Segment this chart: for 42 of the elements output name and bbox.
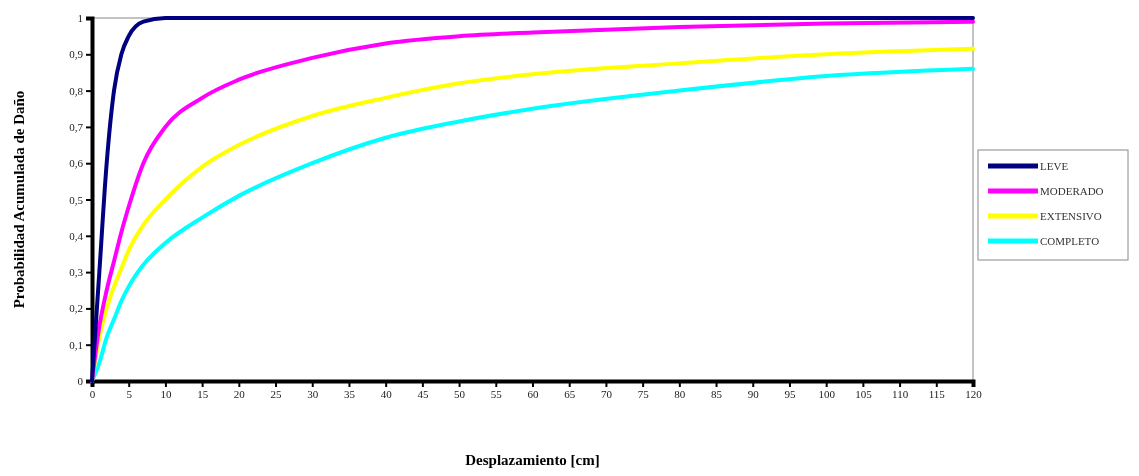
x-tick-label: 15 (197, 387, 209, 400)
x-tick-label: 65 (564, 387, 576, 400)
y-tick-label: 0 (77, 375, 84, 388)
x-tick-label: 10 (160, 387, 172, 400)
x-tick-label: 105 (855, 387, 873, 400)
y-tick-label: 0,2 (69, 302, 83, 315)
x-tick-label: 0 (89, 387, 96, 400)
x-tick-label: 80 (674, 387, 686, 400)
y-tick-label: 0,4 (69, 229, 84, 242)
x-tick-label: 115 (928, 387, 946, 400)
x-tick-label: 120 (965, 387, 983, 400)
legend-label: MODERADO (1040, 185, 1104, 197)
x-tick-label: 30 (307, 387, 319, 400)
x-tick-label: 60 (527, 387, 539, 400)
x-tick-label: 70 (600, 387, 613, 400)
y-axis-title: Probabilidad Acumulada de Daño (11, 90, 27, 309)
x-axis-title: Desplazamiento [cm] (465, 452, 600, 468)
x-tick-label: 100 (818, 387, 836, 400)
x-tick-label: 40 (380, 387, 393, 400)
x-tick-label: 5 (126, 387, 133, 400)
legend-label: LEVE (1040, 160, 1069, 172)
legend-label: EXTENSIVO (1040, 210, 1102, 222)
y-tick-label: 1 (77, 12, 83, 25)
x-tick-label: 20 (233, 387, 246, 400)
x-tick-label: 45 (417, 387, 429, 400)
x-tick-label: 55 (490, 387, 503, 400)
legend-label: COMPLETO (1040, 235, 1100, 247)
y-tick-label: 0,7 (69, 120, 84, 133)
x-tick-label: 110 (892, 387, 909, 400)
x-tick-label: 90 (747, 387, 760, 400)
x-tick-label: 50 (454, 387, 466, 400)
x-tick-label: 95 (784, 387, 796, 400)
x-tick-label: 75 (637, 387, 650, 400)
x-tick-label: 25 (270, 387, 283, 400)
y-tick-label: 0,3 (69, 266, 84, 279)
x-tick-label: 35 (343, 387, 356, 400)
y-tick-label: 0,6 (69, 157, 84, 170)
y-tick-label: 0,1 (69, 338, 83, 351)
x-tick-label: 85 (711, 387, 723, 400)
y-tick-label: 0,9 (69, 48, 84, 61)
y-tick-label: 0,8 (69, 84, 84, 97)
y-tick-label: 0,5 (69, 193, 84, 206)
